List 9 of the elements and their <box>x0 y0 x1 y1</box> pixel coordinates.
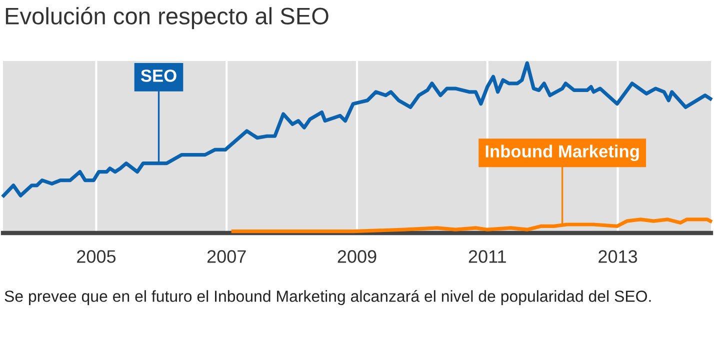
text: Se prevee que en el futuro el Inbound Marketing alcanzará el nivel de popularidad del SEO. <box>4 290 651 306</box>
x-tick-label: 2013 <box>598 250 638 263</box>
x-tick-label: 2005 <box>77 250 116 263</box>
chart-title: Evolución con respecto al SEO <box>6 6 328 30</box>
text: SEO <box>140 70 176 82</box>
text: Inbound Marketing <box>486 144 639 162</box>
x-tick-label: 2009 <box>338 250 376 263</box>
x-tick-label: 2011 <box>468 250 506 263</box>
x-tick-label: 2007 <box>207 250 246 263</box>
